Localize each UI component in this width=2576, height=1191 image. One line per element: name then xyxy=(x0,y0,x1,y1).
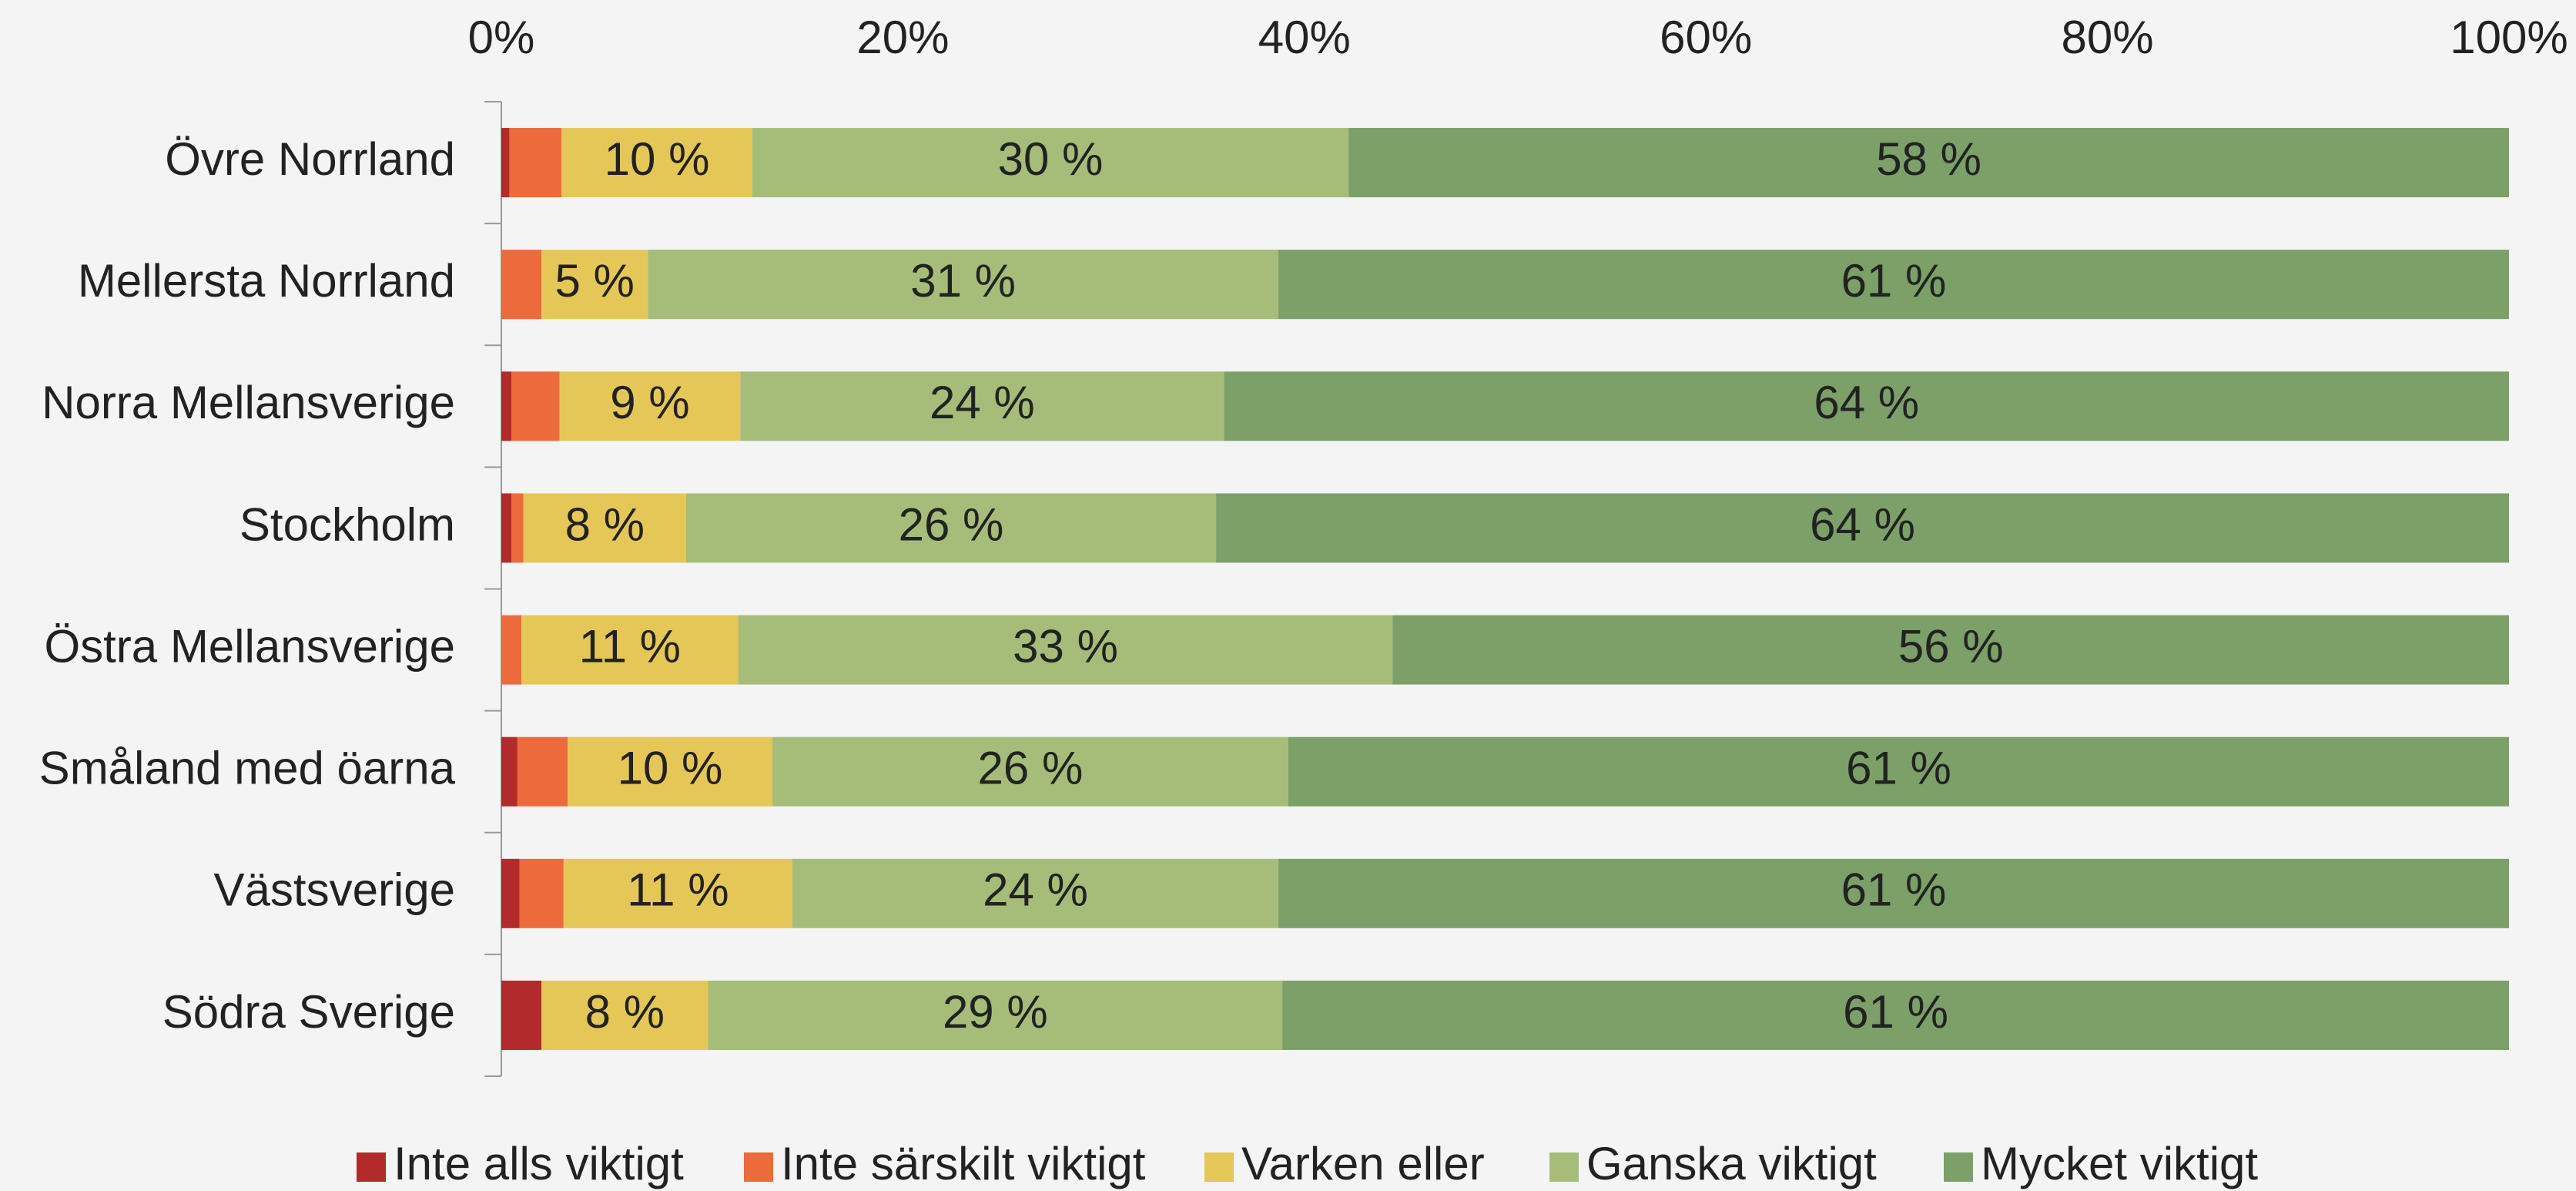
y-tick-label: Stockholm xyxy=(240,498,455,550)
data-label: 33 % xyxy=(1013,620,1118,672)
x-tick-label: 100% xyxy=(2450,12,2568,63)
bar-segment xyxy=(1392,615,2509,685)
bar-segment xyxy=(519,858,564,928)
bar-segment xyxy=(521,615,739,685)
bar-segment xyxy=(511,371,560,441)
bar-segment xyxy=(685,493,1217,563)
bar-segment xyxy=(541,980,708,1050)
bar-segment xyxy=(561,128,752,198)
legend-swatch xyxy=(1204,1152,1234,1182)
bar-segment xyxy=(501,736,518,807)
data-label: 24 % xyxy=(983,864,1088,916)
x-tick-label: 60% xyxy=(1660,12,1752,63)
data-label: 29 % xyxy=(943,986,1048,1038)
data-label: 10 % xyxy=(605,133,710,185)
bar-segment xyxy=(501,371,512,441)
data-label: 26 % xyxy=(978,743,1084,794)
legend-swatch xyxy=(357,1152,386,1182)
data-label: 26 % xyxy=(899,498,1004,550)
legend-label: Inte särskilt viktigt xyxy=(781,1138,1146,1189)
x-tick-label: 80% xyxy=(2062,12,2154,63)
x-tick-label: 0% xyxy=(468,12,535,63)
bar-segment xyxy=(1278,250,2509,320)
data-label: 61 % xyxy=(1841,864,1947,916)
data-label: 9 % xyxy=(610,377,689,428)
bar-segment xyxy=(511,493,524,563)
legend-label: Ganska viktigt xyxy=(1586,1138,1877,1189)
bar-segment xyxy=(501,980,542,1050)
x-tick-label: 20% xyxy=(856,12,949,63)
bar-segment xyxy=(568,736,772,807)
x-tick-label: 40% xyxy=(1258,12,1351,63)
bar-segment xyxy=(738,615,1393,685)
legend-swatch xyxy=(1549,1152,1579,1182)
bar-segment xyxy=(772,736,1288,807)
data-label: 11 % xyxy=(627,864,729,916)
data-label: 56 % xyxy=(1898,620,2004,672)
data-label: 58 % xyxy=(1876,133,1981,185)
bar-segment xyxy=(509,128,562,198)
bar-segment xyxy=(1278,858,2509,928)
data-label: 8 % xyxy=(565,498,645,550)
data-label: 61 % xyxy=(1846,743,1951,794)
data-label: 24 % xyxy=(930,377,1035,428)
data-label: 61 % xyxy=(1843,986,1948,1038)
y-tick-label: Småland med öarna xyxy=(39,743,456,794)
bar-segment xyxy=(541,250,648,320)
bar-segment xyxy=(559,371,741,441)
bar-segment xyxy=(1216,493,2509,563)
bar-segment xyxy=(501,615,522,685)
data-label: 11 % xyxy=(579,620,681,672)
bar-segment xyxy=(648,250,1278,320)
bar-segment xyxy=(501,250,542,320)
bar-segment xyxy=(1224,371,2509,441)
bar-segment xyxy=(501,128,510,198)
bar-segment xyxy=(792,858,1278,928)
y-tick-label: Södra Sverige xyxy=(162,986,455,1038)
bar-segment xyxy=(1348,128,2509,198)
bar-segment xyxy=(563,858,793,928)
y-tick-label: Norra Mellansverige xyxy=(42,377,455,428)
data-label: 31 % xyxy=(910,255,1016,307)
bar-segment xyxy=(1288,736,2509,807)
data-label: 8 % xyxy=(585,986,665,1038)
legend-label: Varken eller xyxy=(1241,1138,1485,1189)
data-label: 30 % xyxy=(998,133,1104,185)
legend-swatch xyxy=(744,1152,773,1182)
y-tick-label: Västsverige xyxy=(214,864,455,916)
y-tick-label: Östra Mellansverige xyxy=(44,620,455,672)
y-tick-label: Övre Norrland xyxy=(165,133,455,185)
y-tick-label: Mellersta Norrland xyxy=(78,255,455,307)
data-label: 5 % xyxy=(555,255,635,307)
bar-segment xyxy=(517,736,568,807)
bar-segment xyxy=(523,493,686,563)
data-label: 10 % xyxy=(618,743,723,794)
bar-segment xyxy=(740,371,1224,441)
data-label: 64 % xyxy=(1810,498,1915,550)
bar-segment xyxy=(1282,980,2509,1050)
bar-segment xyxy=(752,128,1349,198)
legend-swatch xyxy=(1944,1152,1973,1182)
data-label: 61 % xyxy=(1841,255,1947,307)
legend-label: Inte alls viktigt xyxy=(394,1138,684,1189)
bar-segment xyxy=(708,980,1283,1050)
bar-segment xyxy=(501,858,520,928)
data-label: 64 % xyxy=(1814,377,1919,428)
bar-segment xyxy=(501,493,512,563)
legend-label: Mycket viktigt xyxy=(1981,1138,2258,1189)
